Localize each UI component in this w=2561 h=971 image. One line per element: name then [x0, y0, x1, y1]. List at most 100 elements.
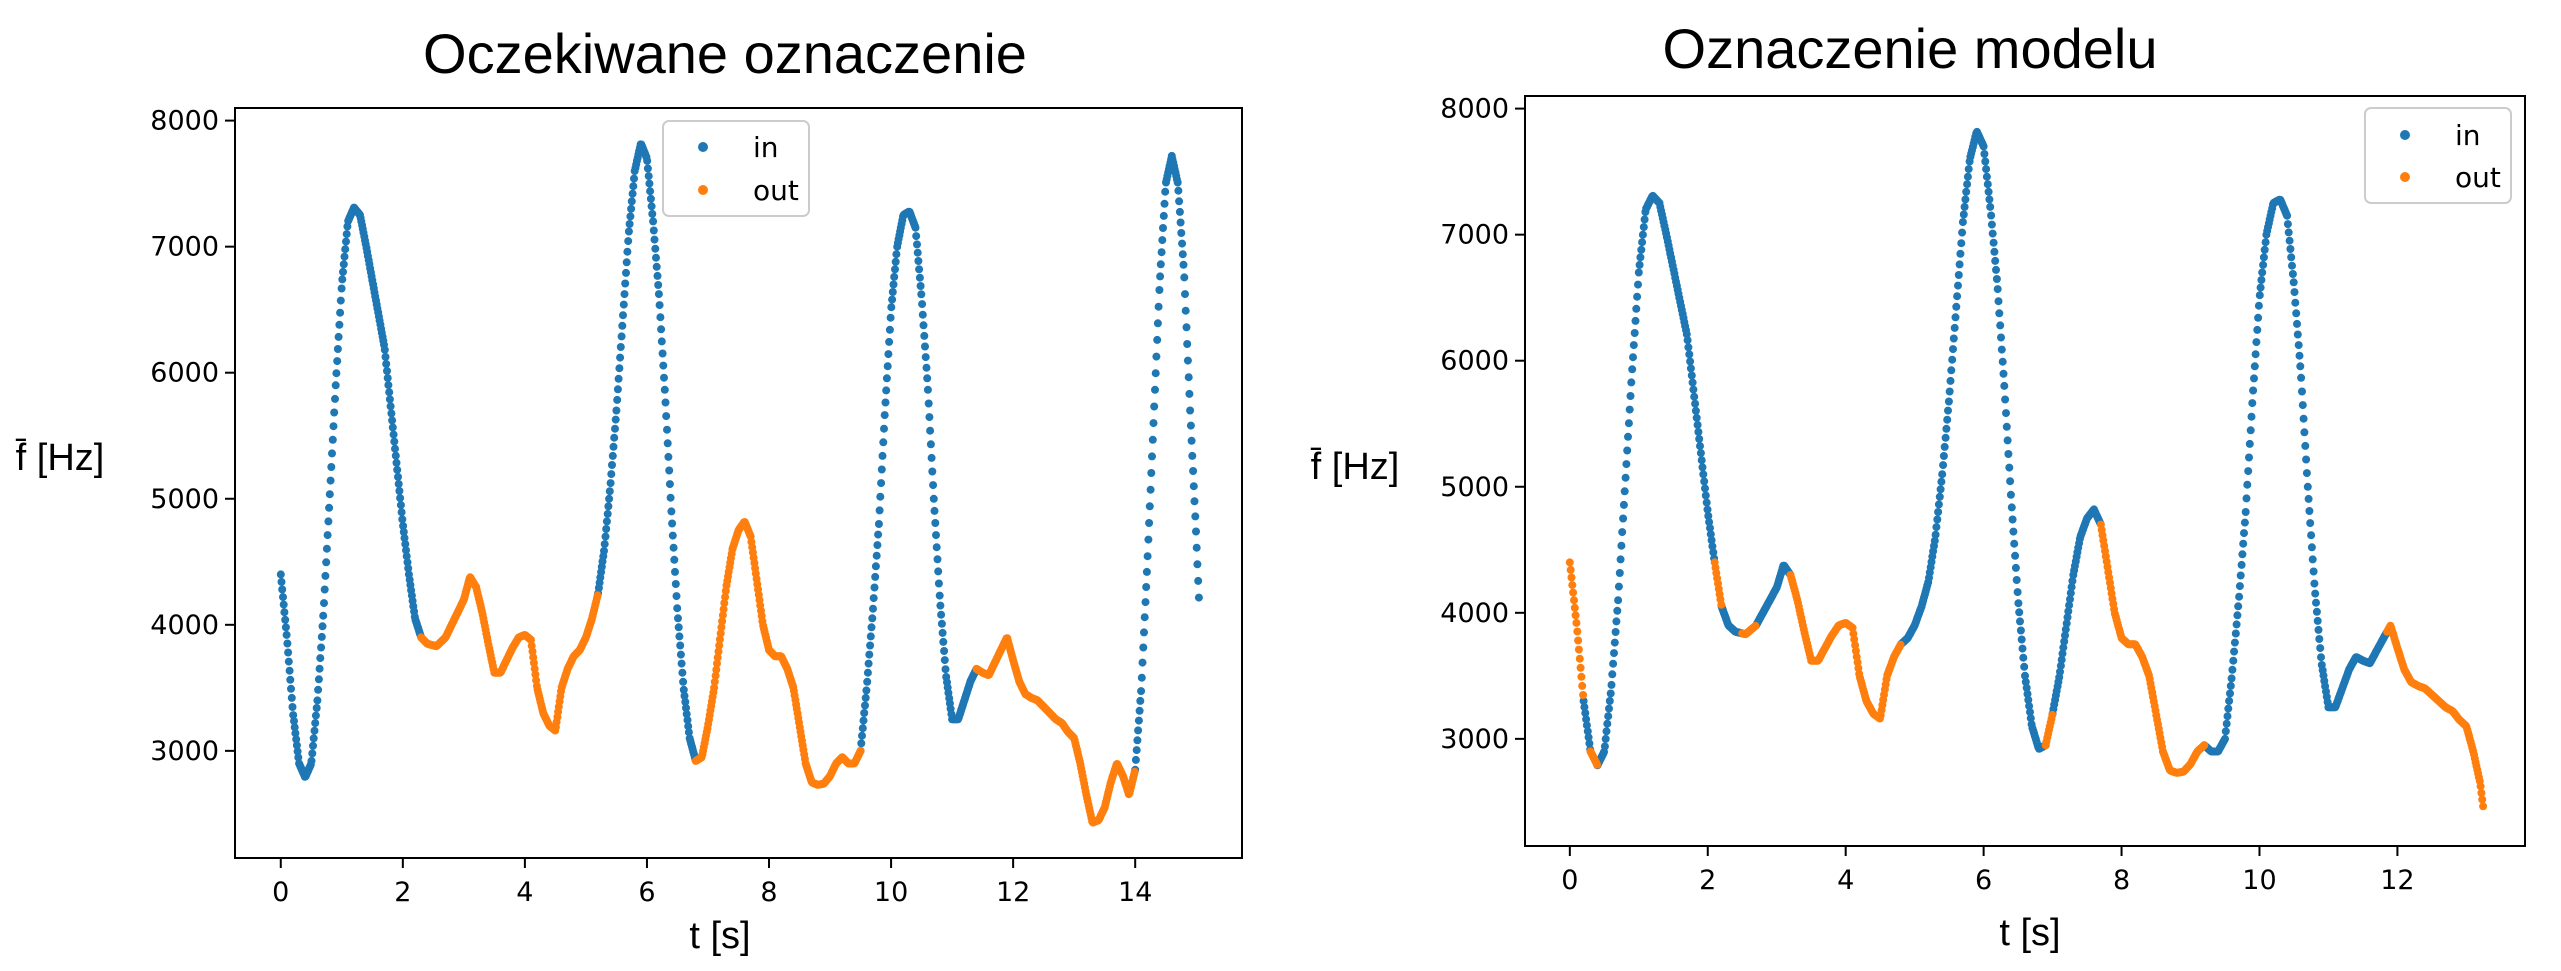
data-point	[2020, 662, 2029, 671]
data-point	[610, 433, 619, 442]
data-point	[2200, 741, 2209, 750]
data-point	[1702, 498, 1711, 507]
data-point	[627, 197, 636, 206]
data-point	[1638, 238, 1647, 247]
data-point	[390, 437, 399, 446]
y-tick-label: 6000	[1440, 346, 1509, 377]
data-point	[602, 517, 611, 526]
data-point	[871, 562, 880, 571]
data-point	[308, 749, 317, 758]
data-point	[1178, 250, 1187, 259]
x-tick-label: 0	[1561, 865, 1578, 896]
subplot-expected: Oczekiwane oznaczenie 3000 4000 5000 6000 70…	[15, 22, 1243, 957]
data-point	[331, 394, 339, 403]
data-point	[320, 599, 328, 608]
data-point	[1936, 485, 1945, 494]
data-point	[395, 487, 404, 495]
data-point	[292, 741, 301, 750]
data-point	[2064, 607, 2073, 616]
data-point	[1620, 487, 1629, 496]
data-point	[2254, 301, 2263, 310]
data-point	[1151, 385, 1159, 394]
data-point	[1572, 618, 1581, 627]
data-point	[2226, 689, 2234, 698]
data-point	[918, 310, 927, 319]
data-point	[2067, 583, 2076, 592]
data-point	[680, 691, 689, 700]
data-point	[1610, 638, 1619, 647]
data-point	[2242, 494, 2251, 503]
data-point	[311, 719, 320, 728]
data-point	[1995, 309, 2004, 318]
data-point	[1154, 302, 1163, 311]
data-point	[2015, 608, 2024, 617]
data-point	[2309, 567, 2318, 576]
data-point	[608, 451, 617, 460]
data-point	[2002, 409, 2010, 418]
data-point	[2006, 490, 2015, 499]
data-point	[1993, 285, 2002, 294]
y-tick-label: 8000	[1440, 94, 1509, 125]
data-point	[1935, 492, 1944, 501]
data-point	[713, 653, 722, 662]
data-point	[927, 453, 936, 462]
data-point	[1706, 524, 1714, 533]
data-point	[1608, 670, 1617, 679]
data-point	[621, 279, 630, 288]
data-point	[392, 458, 401, 467]
data-point	[1706, 530, 1715, 539]
data-point	[1996, 321, 2005, 330]
data-point	[652, 253, 660, 262]
data-point	[2283, 211, 2292, 220]
data-point	[1181, 306, 1190, 315]
data-point	[332, 369, 341, 378]
data-point	[714, 647, 723, 656]
data-point	[2293, 319, 2301, 328]
data-point	[1948, 355, 1957, 364]
data-point	[628, 189, 637, 198]
data-point	[1579, 691, 1588, 699]
data-point	[1930, 536, 1939, 545]
data-point	[1159, 211, 1168, 220]
data-point	[600, 540, 609, 549]
data-point	[2007, 503, 2016, 512]
data-point	[1135, 706, 1144, 715]
data-point	[2317, 653, 2325, 662]
data-point	[1613, 606, 1622, 615]
data-point	[2307, 531, 2316, 540]
data-point	[327, 463, 336, 471]
data-point	[858, 731, 866, 740]
data-point	[614, 374, 623, 383]
data-point	[856, 746, 865, 755]
data-point	[1701, 491, 1710, 500]
data-point	[677, 659, 686, 668]
data-point	[283, 639, 292, 648]
data-point	[874, 520, 883, 528]
data-point	[1604, 712, 1613, 721]
data-point	[1576, 663, 1585, 672]
data-point	[342, 237, 350, 246]
data-point	[710, 683, 719, 692]
data-point	[391, 451, 400, 460]
x-tick-label: 4	[516, 877, 533, 908]
data-point	[1638, 230, 1647, 239]
data-point	[2057, 655, 2066, 664]
legend-label-in: in	[753, 131, 779, 164]
data-point	[2016, 617, 2024, 626]
data-point	[676, 650, 685, 659]
data-point	[1982, 165, 1991, 174]
data-point	[403, 558, 412, 567]
data-point	[2008, 515, 2017, 524]
y-tick-label: 7000	[1440, 220, 1509, 251]
data-point	[1132, 746, 1141, 755]
data-point	[312, 704, 321, 712]
data-point	[1133, 736, 1142, 745]
data-point	[1691, 399, 1700, 408]
data-point	[397, 508, 406, 517]
x-tick-label: 12	[2380, 865, 2414, 896]
data-point	[1149, 419, 1158, 428]
data-point	[2056, 661, 2065, 670]
data-point	[289, 711, 298, 720]
data-point	[1695, 435, 1704, 443]
data-point	[293, 747, 302, 756]
